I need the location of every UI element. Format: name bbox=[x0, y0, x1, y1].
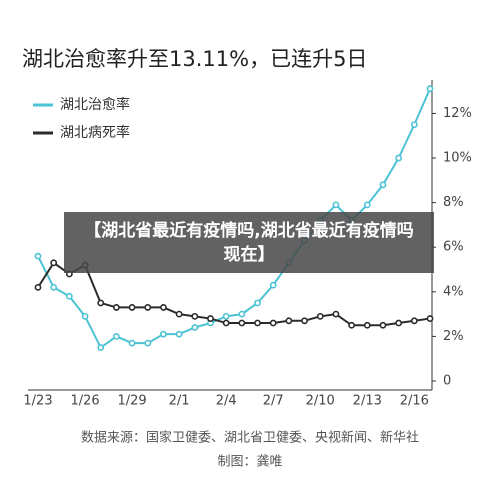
point bbox=[191, 312, 199, 320]
point bbox=[363, 201, 371, 209]
point bbox=[301, 317, 308, 325]
point bbox=[395, 154, 403, 162]
point bbox=[332, 201, 340, 209]
point bbox=[191, 324, 199, 331]
point bbox=[175, 330, 183, 338]
point bbox=[222, 319, 230, 327]
point bbox=[426, 85, 434, 93]
point bbox=[50, 283, 58, 291]
x-tick-label: 2/13 bbox=[353, 394, 382, 409]
point bbox=[363, 321, 371, 329]
y-tick-label: 0 bbox=[443, 374, 451, 389]
credit: 制图：龚唯 bbox=[217, 455, 282, 470]
point bbox=[395, 319, 403, 327]
point bbox=[269, 319, 277, 327]
point bbox=[160, 330, 167, 338]
legend-label: 湖北病死率 bbox=[60, 124, 130, 141]
point bbox=[332, 310, 340, 318]
x-tick-label: 2/7 bbox=[263, 394, 284, 409]
banner: 【湖北省最近有疫情吗,湖北省最近有疫情吗现在】 bbox=[64, 212, 434, 273]
point bbox=[410, 317, 418, 325]
y-tick-label: 6% bbox=[443, 240, 464, 255]
point bbox=[254, 299, 261, 307]
point bbox=[316, 312, 324, 320]
point bbox=[348, 321, 355, 329]
chart-title: 湖北治愈率升至13.11%，已连升5日 bbox=[22, 47, 367, 71]
point bbox=[50, 259, 58, 267]
x-tick-label: 2/16 bbox=[400, 394, 429, 409]
legend-label: 湖北治愈率 bbox=[60, 96, 130, 113]
y-tick-label: 4% bbox=[443, 284, 464, 299]
point bbox=[254, 319, 261, 327]
x-tick-label: 2/1 bbox=[169, 394, 190, 409]
x-tick-label: 1/29 bbox=[117, 394, 146, 409]
point bbox=[144, 339, 152, 347]
point bbox=[97, 299, 105, 307]
y-tick-label: 8% bbox=[443, 195, 464, 210]
x-tick-label: 1/26 bbox=[70, 394, 99, 409]
point bbox=[34, 283, 42, 291]
x-tick-label: 1/23 bbox=[23, 394, 52, 409]
point bbox=[97, 344, 105, 351]
point bbox=[128, 339, 136, 347]
point bbox=[222, 312, 230, 320]
point bbox=[238, 319, 246, 327]
point bbox=[128, 304, 136, 311]
y-tick-label: 2% bbox=[443, 329, 464, 344]
y-tick-label: 10% bbox=[443, 151, 472, 166]
point bbox=[379, 321, 387, 329]
point bbox=[144, 304, 152, 311]
point bbox=[379, 181, 387, 189]
point bbox=[426, 315, 434, 322]
point bbox=[269, 281, 277, 289]
point bbox=[113, 304, 120, 311]
point bbox=[160, 304, 167, 311]
point bbox=[207, 315, 214, 322]
point bbox=[238, 310, 246, 318]
point bbox=[285, 317, 293, 325]
x-tick-label: 2/4 bbox=[216, 394, 237, 409]
x-tick-label: 2/10 bbox=[306, 394, 335, 409]
point bbox=[34, 252, 42, 260]
point bbox=[175, 310, 183, 318]
point bbox=[113, 333, 120, 340]
source: 数据来源：国家卫健委、湖北省卫健委、央视新闻、新华社 bbox=[81, 430, 419, 446]
y-tick-label: 12% bbox=[443, 106, 472, 121]
point bbox=[81, 312, 89, 320]
point bbox=[410, 121, 418, 128]
point bbox=[65, 292, 73, 300]
